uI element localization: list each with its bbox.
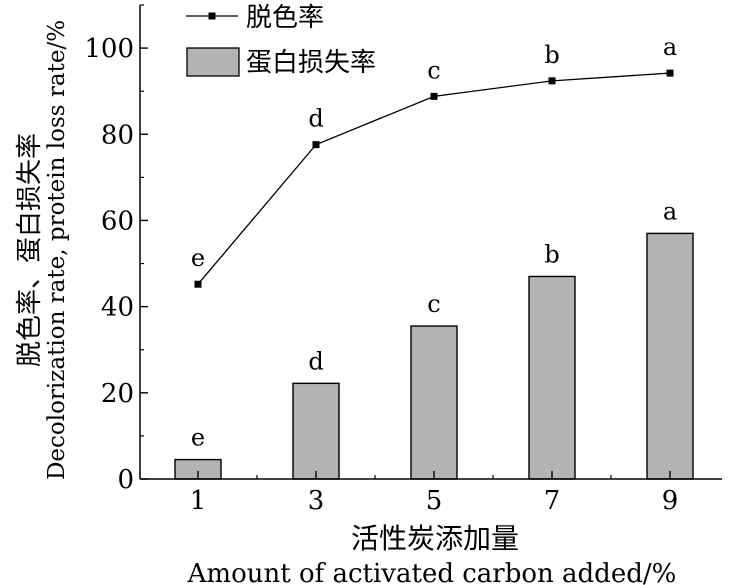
legend-line-label: 脱色率 (246, 3, 324, 33)
x-axis-label-english: Amount of activated carbon added/% (187, 559, 677, 585)
line-point-label-3: d (308, 105, 323, 133)
y-tick-label-40: 40 (101, 293, 134, 323)
bars-layer: e d c b a (174, 197, 694, 480)
x-tick-label-7: 7 (544, 486, 561, 516)
line-point-7 (548, 77, 556, 85)
bar-label-5: c (427, 290, 440, 318)
x-axis-label-chinese: 活性炭添加量 (351, 522, 519, 555)
bar-label-1: e (191, 424, 205, 452)
x-tick-label-1: 1 (190, 486, 207, 516)
y-axis-label-chinese: 脱色率、蛋白损失率 (15, 133, 45, 367)
bar-label-9: a (663, 197, 677, 225)
x-tick-label-9: 9 (662, 486, 679, 516)
line-point-1 (194, 280, 202, 288)
y-tick-label-100: 100 (84, 34, 134, 64)
bar-label-7: b (544, 240, 559, 268)
y-tick-label-60: 60 (101, 206, 134, 236)
x-tick-label-3: 3 (308, 486, 325, 516)
line-point-label-9: a (663, 33, 677, 61)
axes-layer: 0 20 40 60 80 100 1 3 5 7 9 (84, 4, 722, 516)
y-tick-label-20: 20 (101, 379, 134, 409)
y-axis-label-english: Decolorization rate, protein loss rate/% (44, 20, 70, 480)
legend-bar-label: 蛋白损失率 (246, 48, 376, 78)
bar-label-3: d (308, 347, 323, 375)
line-point-9 (666, 69, 674, 77)
bar-3 (292, 382, 340, 480)
line-point-label-1: e (191, 244, 205, 272)
bar-7 (528, 275, 576, 480)
line-point-3 (312, 141, 320, 149)
decolorization-line (197, 72, 671, 285)
line-point-label-5: c (427, 56, 440, 84)
line-point-label-7: b (544, 41, 559, 69)
legend-bar-swatch (186, 47, 240, 77)
y-tick-label-0: 0 (117, 465, 134, 495)
legend-line-marker (208, 12, 216, 20)
bar-5 (410, 325, 458, 480)
line-point-5 (430, 92, 438, 100)
y-tick-label-80: 80 (101, 120, 134, 150)
line-layer: e d c b a (191, 33, 677, 288)
bar-9 (646, 232, 694, 480)
x-tick-label-5: 5 (426, 486, 443, 516)
